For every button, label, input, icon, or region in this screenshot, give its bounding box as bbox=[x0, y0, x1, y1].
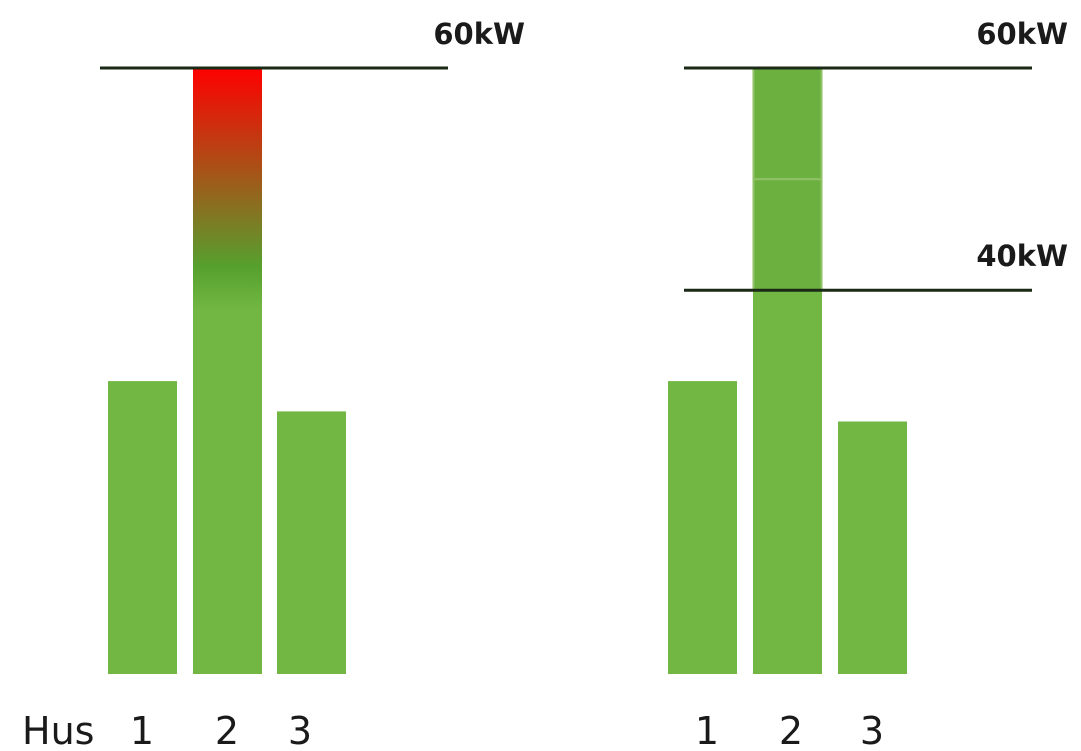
bar-hus-1 bbox=[108, 381, 177, 674]
bar-hus-3 bbox=[277, 411, 346, 674]
category-label-1: 1 bbox=[130, 709, 154, 751]
category-label-2: 2 bbox=[215, 709, 239, 751]
axis-prefix-label: Hus bbox=[22, 709, 94, 751]
bar-hus-1 bbox=[668, 381, 737, 674]
category-label-1: 1 bbox=[695, 709, 719, 751]
category-label-3: 3 bbox=[860, 709, 884, 751]
battery-block-1 bbox=[752, 178, 823, 292]
chart-left: 60kW 1 2 3 Hus bbox=[22, 17, 525, 751]
limit-label-60kW: 60kW bbox=[976, 17, 1068, 51]
category-label-3: 3 bbox=[288, 709, 312, 751]
battery-block-2 bbox=[752, 67, 823, 181]
bar-hus-3 bbox=[838, 421, 907, 674]
category-label-2: 2 bbox=[779, 709, 803, 751]
limit-label-60kW: 60kW bbox=[433, 17, 525, 51]
limit-label-40kW: 40kW bbox=[976, 239, 1068, 273]
overload-segment-hus-2 bbox=[193, 68, 262, 311]
chart-right: 60kW 40kW 1 2 3 bbox=[668, 17, 1068, 751]
